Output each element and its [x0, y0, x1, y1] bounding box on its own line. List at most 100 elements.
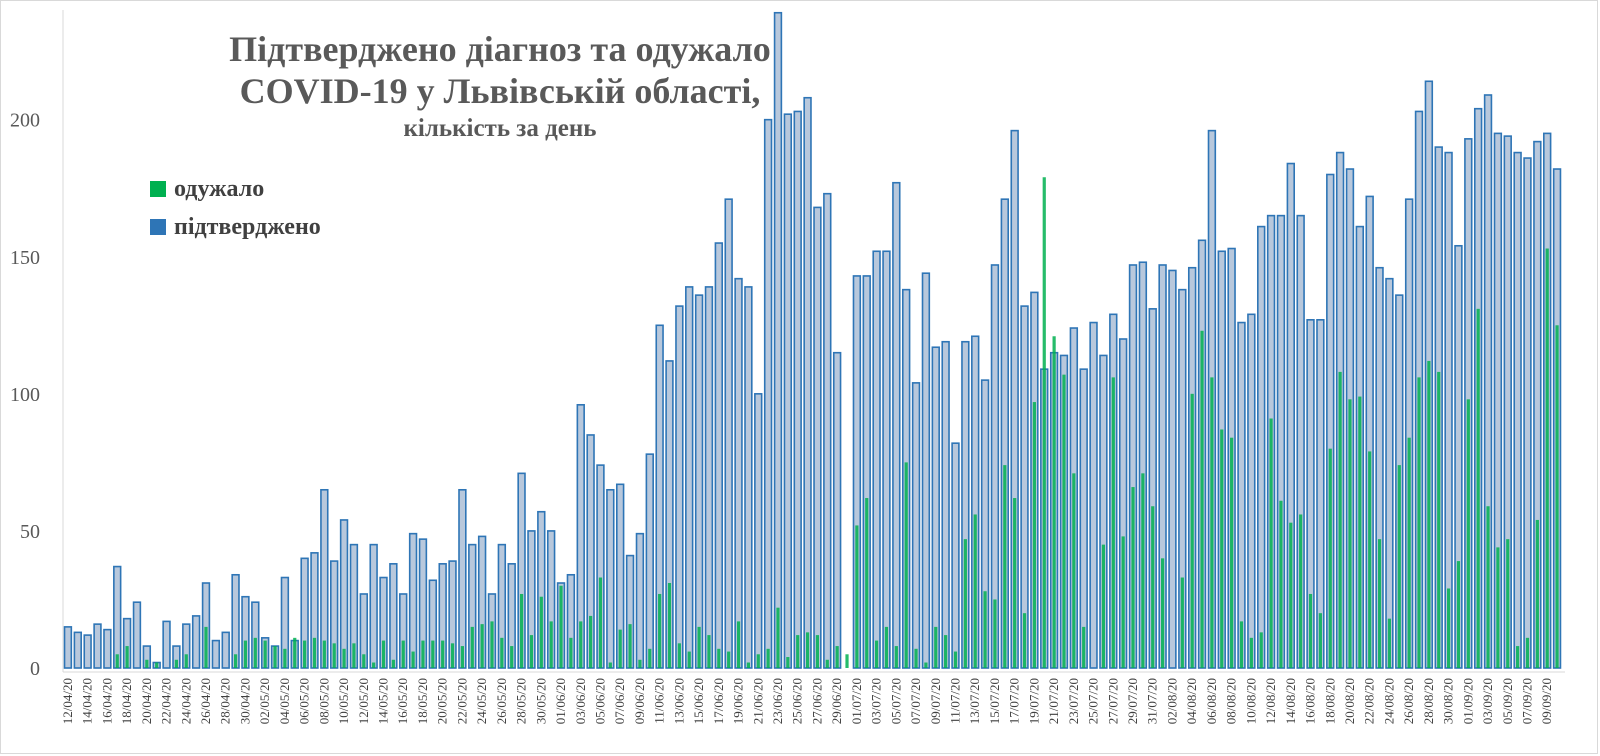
bar-recovered — [1486, 506, 1490, 668]
bar-confirmed — [458, 488, 467, 669]
bar-recovered — [421, 640, 425, 668]
bar-recovered — [1397, 465, 1401, 668]
bar-confirmed — [1089, 321, 1098, 669]
bar-recovered — [944, 635, 948, 668]
x-tick-label: 04/08/20 — [1184, 678, 1199, 724]
x-tick-label: 26/05/20 — [494, 678, 509, 724]
bar-recovered — [815, 635, 820, 668]
bar-confirmed — [537, 510, 546, 669]
chart-title: Підтверджено діагноз та одужало — [229, 29, 771, 69]
bar-recovered — [1427, 360, 1431, 668]
bar-recovered — [736, 621, 741, 668]
x-tick-label: 22/04/20 — [159, 678, 174, 724]
bar-recovered — [1308, 593, 1313, 669]
bar-confirmed — [813, 206, 822, 669]
x-tick-label: 22/05/20 — [454, 678, 469, 724]
bar-recovered — [687, 651, 691, 668]
bar-recovered — [875, 640, 879, 668]
x-tick-label: 12/08/20 — [1263, 678, 1278, 724]
x-tick-label: 29/06/20 — [829, 678, 844, 724]
chart-title-block: Підтверджено діагноз та одужало COVID-19… — [190, 28, 810, 146]
bar-confirmed — [1296, 214, 1305, 669]
y-tick-label: 100 — [10, 384, 40, 406]
bar-recovered — [303, 640, 307, 668]
bar-recovered — [549, 621, 553, 668]
bar-confirmed — [704, 286, 714, 669]
bar-confirmed — [921, 272, 931, 669]
x-tick-label: 07/09/20 — [1519, 678, 1534, 724]
x-tick-label: 28/08/20 — [1421, 678, 1436, 724]
bar-confirmed — [1178, 288, 1187, 669]
bar-recovered — [707, 635, 711, 668]
bar-recovered — [855, 525, 859, 668]
bar-recovered — [155, 662, 159, 668]
bar-confirmed — [823, 192, 832, 669]
bar-recovered — [233, 654, 238, 668]
x-tick-label: 20/08/20 — [1342, 678, 1357, 724]
x-tick-label: 07/07/20 — [908, 678, 923, 724]
x-tick-label: 24/04/20 — [178, 678, 193, 724]
x-tick-label: 22/08/20 — [1362, 678, 1377, 724]
bar-recovered — [1220, 429, 1224, 669]
bar-confirmed — [882, 250, 891, 669]
bar-recovered — [1200, 330, 1204, 668]
x-tick-label: 27/06/20 — [809, 678, 824, 724]
x-tick-label: 03/07/20 — [869, 678, 884, 724]
bar-confirmed — [744, 286, 753, 669]
bar-recovered — [1003, 465, 1007, 668]
bar-recovered — [1299, 514, 1303, 668]
bar-confirmed — [1513, 151, 1522, 669]
bar-confirmed — [892, 181, 901, 669]
x-tick-label: 21/06/20 — [750, 678, 765, 724]
bar-recovered — [441, 640, 445, 668]
bar-recovered — [1318, 613, 1322, 668]
x-tick-label: 01/09/20 — [1460, 678, 1475, 724]
bar-recovered — [934, 626, 938, 669]
bar-recovered — [1101, 544, 1106, 669]
x-tick-label: 02/05/20 — [257, 678, 272, 724]
bar-recovered — [283, 648, 287, 668]
chart-subtitle: кількість за день — [403, 115, 597, 142]
bar-recovered — [1082, 626, 1086, 669]
bar-recovered — [717, 648, 721, 668]
bar-confirmed — [359, 593, 368, 669]
bar-recovered — [1545, 248, 1549, 668]
bar-confirmed — [1257, 225, 1266, 669]
bar-recovered — [1259, 632, 1263, 668]
bar-recovered — [1190, 393, 1194, 668]
bar-confirmed — [793, 110, 802, 669]
x-tick-label: 12/04/20 — [60, 678, 75, 724]
bar-recovered — [352, 643, 356, 669]
bar-confirmed — [497, 543, 507, 669]
bar-confirmed — [369, 543, 378, 669]
bar-confirmed — [339, 519, 349, 669]
bar-recovered — [273, 646, 277, 668]
x-tick-label: 01/06/20 — [553, 678, 568, 724]
bar-confirmed — [63, 626, 73, 669]
bar-recovered — [204, 626, 208, 669]
bar-recovered — [125, 646, 129, 668]
bar-recovered — [569, 637, 573, 668]
bar-confirmed — [803, 96, 812, 669]
bar-recovered — [628, 624, 632, 668]
x-tick-label: 23/07/20 — [1066, 678, 1081, 724]
bar-recovered — [342, 648, 346, 668]
bar-confirmed — [951, 442, 960, 669]
y-tick-labels: 0 50 100 150 200 — [10, 110, 40, 680]
bar-recovered — [539, 596, 543, 668]
bar-recovered — [884, 626, 889, 669]
bar-recovered — [904, 462, 908, 669]
bar-recovered — [312, 637, 317, 668]
x-tick-label: 14/05/20 — [376, 678, 391, 724]
x-tick-label: 20/05/20 — [435, 678, 450, 724]
legend: одужало підтверджено — [150, 170, 321, 246]
x-tick-label: 28/04/20 — [218, 678, 233, 724]
bar-recovered — [500, 637, 504, 668]
x-tick-label: 16/04/20 — [99, 678, 114, 724]
bar-confirmed — [73, 631, 82, 669]
bar-recovered — [608, 662, 612, 668]
bar-recovered — [756, 654, 760, 668]
legend-label-confirmed: підтверджено — [174, 213, 321, 240]
bar-recovered — [786, 657, 790, 668]
x-tick-label: 03/06/20 — [573, 678, 588, 724]
